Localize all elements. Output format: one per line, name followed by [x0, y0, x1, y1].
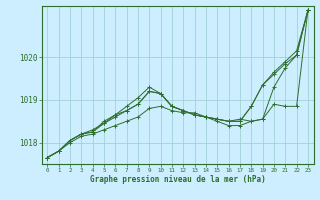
X-axis label: Graphe pression niveau de la mer (hPa): Graphe pression niveau de la mer (hPa) — [90, 175, 266, 184]
